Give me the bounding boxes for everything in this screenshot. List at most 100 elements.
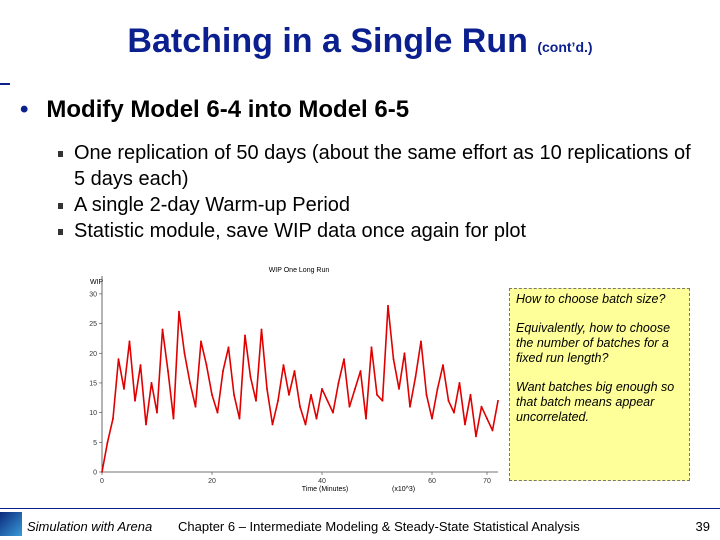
footer-chapter: Chapter 6 – Intermediate Modeling & Stea… [178,519,580,534]
data-point [222,370,224,372]
x-tick-label: 70 [483,478,491,485]
data-point [101,471,103,473]
data-point [172,417,175,420]
footer-book-title: Simulation with Arena [27,519,153,534]
bullet-dot-icon: • [20,96,29,123]
data-point [106,441,109,444]
data-point [332,411,334,414]
data-point [387,304,389,307]
data-point [469,393,472,396]
callout-note: How to choose batch size? Equivalently, … [509,288,690,481]
arena-logo-icon [0,512,22,536]
sub-bullet-text: Statistic module, save WIP data once aga… [74,220,527,242]
data-point [205,364,208,367]
data-point [409,405,411,408]
y-tick-label: 15 [89,380,97,387]
data-point [354,387,356,390]
data-point [420,340,422,343]
data-point [431,417,433,420]
y-tick-label: 25 [89,321,97,328]
x-tick-label: 60 [428,478,436,485]
data-point [200,340,202,343]
chart-x-multiplier: (x10^3) [392,486,415,493]
y-tick-label: 30 [89,291,97,298]
data-point [486,417,488,420]
data-point [255,399,257,402]
data-point [458,382,461,384]
data-point [271,423,274,426]
data-point [304,423,307,426]
wip-chart: WIP One Long Run WIP Time (Minutes) (x10… [89,267,499,493]
data-point [299,405,301,408]
data-point [288,393,290,396]
data-point [178,310,180,313]
main-bullet: • Modify Model 6-4 into Model 6-5 [20,96,409,124]
square-bullet-icon [58,203,63,209]
title-main: Batching in a Single Run [127,22,528,60]
data-point [343,358,345,361]
sub-bullet-text: A single 2-day Warm-up Period [74,194,351,216]
main-bullet-text: Modify Model 6-4 into Model 6-5 [46,96,410,123]
data-point [277,399,279,402]
data-point [464,423,466,426]
data-point [244,334,246,337]
chart-title: WIP One Long Run [269,267,330,274]
data-point [112,417,114,420]
footer-divider [0,508,720,509]
data-point [315,417,318,420]
data-point [365,417,367,420]
data-point [497,399,499,402]
sub-bullet: One replication of 50 days (about the sa… [58,140,698,192]
sub-bullet-list: One replication of 50 days (about the sa… [58,140,698,244]
data-point [227,346,230,349]
slide-title: Batching in a Single Run (cont’d.) [0,22,720,61]
x-tick-label: 0 [100,478,104,485]
data-point [150,382,153,384]
data-point [310,393,312,396]
data-point [216,411,219,414]
data-point [156,411,158,414]
data-point [447,399,450,402]
page-number: 39 [695,519,710,534]
data-point [376,393,378,396]
data-point [337,382,340,384]
data-point [211,393,213,396]
y-tick-label: 10 [89,410,97,417]
square-bullet-icon [58,151,63,157]
title-suffix: (cont’d.) [537,39,593,55]
chart-y-label: WIP [90,279,104,286]
data-point [442,364,444,367]
data-point [326,399,329,402]
data-point [266,387,268,390]
y-tick-label: 20 [89,351,97,358]
data-point [161,328,164,331]
data-point [370,346,373,349]
data-point [139,364,142,367]
callout-text: Want batches big enough so that batch me… [516,380,675,424]
data-point [436,387,439,390]
data-point [117,358,120,361]
data-point [123,387,125,390]
data-point [348,405,351,408]
data-point [398,387,400,390]
data-point [194,405,197,408]
x-tick-label: 40 [318,478,326,485]
data-point [392,358,395,361]
series-line [101,304,499,473]
data-point [453,411,455,414]
x-tick-label: 20 [208,478,216,485]
data-point [282,364,285,367]
sub-bullet: Statistic module, save WIP data once aga… [58,218,698,244]
data-point [403,352,406,355]
sub-bullet-text: One replication of 50 days (about the sa… [74,142,691,190]
data-point [381,399,384,402]
data-point [321,387,323,390]
data-point [480,405,483,408]
y-tick-label: 5 [93,440,97,447]
data-point [145,423,147,426]
data-point [414,376,417,378]
data-point [189,382,191,384]
data-point [491,429,494,432]
data-point [238,417,241,420]
data-point [475,435,477,438]
